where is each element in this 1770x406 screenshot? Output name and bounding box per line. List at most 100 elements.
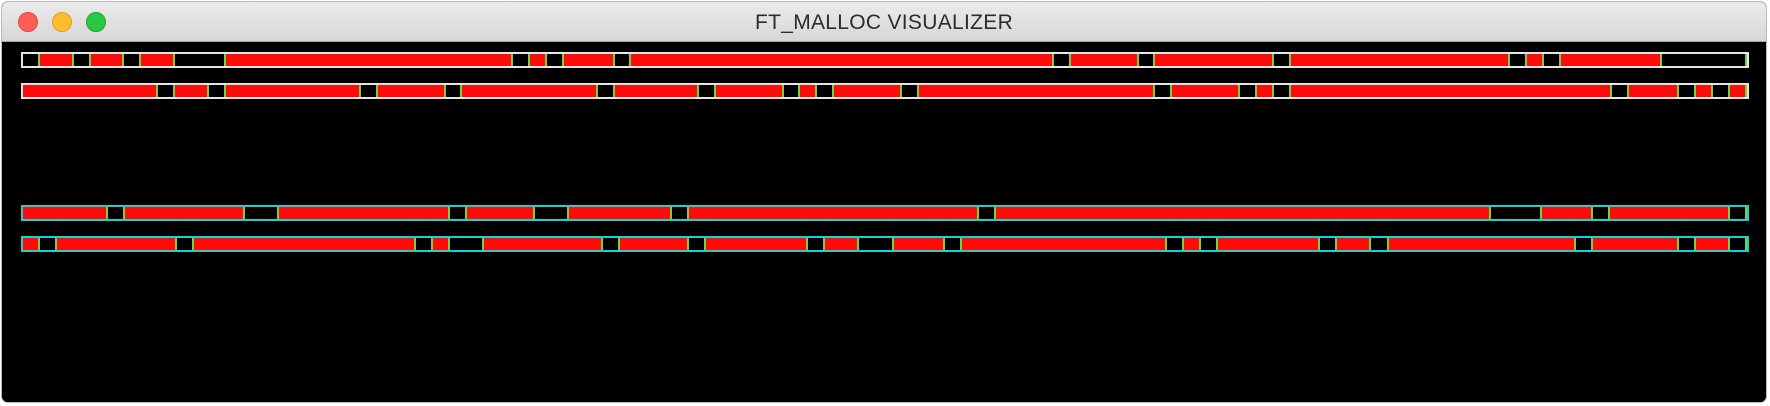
window-title: FT_MALLOC VISUALIZER (754, 11, 1014, 34)
free-block (1510, 54, 1527, 66)
allocated-block (141, 54, 175, 66)
allocated-block (467, 207, 535, 219)
free-block (598, 85, 615, 97)
tiny-zone-row (21, 52, 1749, 68)
allocated-block (1527, 54, 1544, 66)
free-block (1713, 85, 1730, 97)
allocated-block (1172, 85, 1240, 97)
allocated-block (800, 85, 817, 97)
free-block (1612, 85, 1629, 97)
free-block (1491, 207, 1542, 219)
free-block (1576, 238, 1593, 250)
allocated-block (996, 207, 1491, 219)
allocated-block (1155, 54, 1274, 66)
allocated-block (433, 238, 450, 250)
close-window-button[interactable] (18, 12, 38, 32)
free-block (446, 85, 462, 97)
allocated-block (962, 238, 1167, 250)
free-block (603, 238, 620, 250)
allocated-block (23, 238, 40, 250)
free-block (175, 54, 226, 66)
allocated-block (569, 207, 672, 219)
allocated-block (894, 238, 945, 250)
allocated-block (194, 238, 416, 250)
allocated-block (1291, 85, 1612, 97)
allocated-block (620, 238, 689, 250)
allocated-block (40, 54, 74, 66)
free-block (158, 85, 175, 97)
allocated-block (175, 85, 209, 97)
free-block (859, 238, 894, 250)
allocated-block (1291, 54, 1510, 66)
allocated-block (226, 85, 361, 97)
free-block (1679, 238, 1696, 250)
allocated-block (23, 207, 108, 219)
allocated-block (564, 54, 615, 66)
free-block (1155, 85, 1172, 97)
allocated-block (530, 54, 547, 66)
free-block (672, 207, 689, 219)
allocated-block (1389, 238, 1576, 250)
free-block (1054, 54, 1071, 66)
free-block (902, 85, 919, 97)
free-block (124, 54, 141, 66)
free-block (108, 207, 125, 219)
free-block (699, 85, 716, 97)
free-block (23, 54, 40, 66)
small-zone-row (21, 205, 1749, 221)
allocated-block (91, 54, 124, 66)
free-block (1679, 85, 1696, 97)
free-block (1240, 85, 1257, 97)
free-block (209, 85, 226, 97)
free-block (535, 207, 569, 219)
allocated-block (378, 85, 446, 97)
free-block (177, 238, 194, 250)
free-block (1593, 207, 1610, 219)
allocated-block (1610, 207, 1730, 219)
allocated-block (834, 85, 902, 97)
free-block (1662, 54, 1747, 66)
free-block (245, 207, 279, 219)
free-block (1371, 238, 1389, 250)
tiny-zone-row (21, 83, 1749, 99)
allocated-block (462, 85, 598, 97)
allocated-block (615, 85, 699, 97)
minimize-window-button[interactable] (52, 12, 72, 32)
free-block (1139, 54, 1155, 66)
free-block (817, 85, 834, 97)
allocated-block (23, 85, 158, 97)
free-block (1274, 54, 1291, 66)
free-block (450, 238, 484, 250)
allocated-block (1561, 54, 1662, 66)
free-block (808, 238, 825, 250)
free-block (513, 54, 530, 66)
allocated-block (226, 54, 513, 66)
allocated-block (125, 207, 245, 219)
allocated-block (716, 85, 784, 97)
memory-visualizer-canvas (2, 42, 1766, 402)
allocated-block (919, 85, 1155, 97)
title-bar[interactable]: FT_MALLOC VISUALIZER (2, 2, 1766, 42)
maximize-window-button[interactable] (86, 12, 106, 32)
allocated-block (706, 238, 808, 250)
allocated-block (1696, 85, 1713, 97)
allocated-block (1696, 238, 1730, 250)
allocated-block (1071, 54, 1139, 66)
allocated-block (57, 238, 177, 250)
free-block (416, 238, 433, 250)
free-block (1320, 238, 1337, 250)
allocated-block (825, 238, 859, 250)
free-block (450, 207, 467, 219)
allocated-block (1730, 85, 1747, 97)
free-block (1730, 207, 1747, 219)
allocated-block (1542, 207, 1593, 219)
free-block (615, 54, 631, 66)
allocated-block (1184, 238, 1201, 250)
free-block (945, 238, 962, 250)
free-block (979, 207, 996, 219)
free-block (1274, 85, 1291, 97)
small-zone-row (21, 236, 1749, 252)
free-block (74, 54, 91, 66)
free-block (689, 238, 706, 250)
